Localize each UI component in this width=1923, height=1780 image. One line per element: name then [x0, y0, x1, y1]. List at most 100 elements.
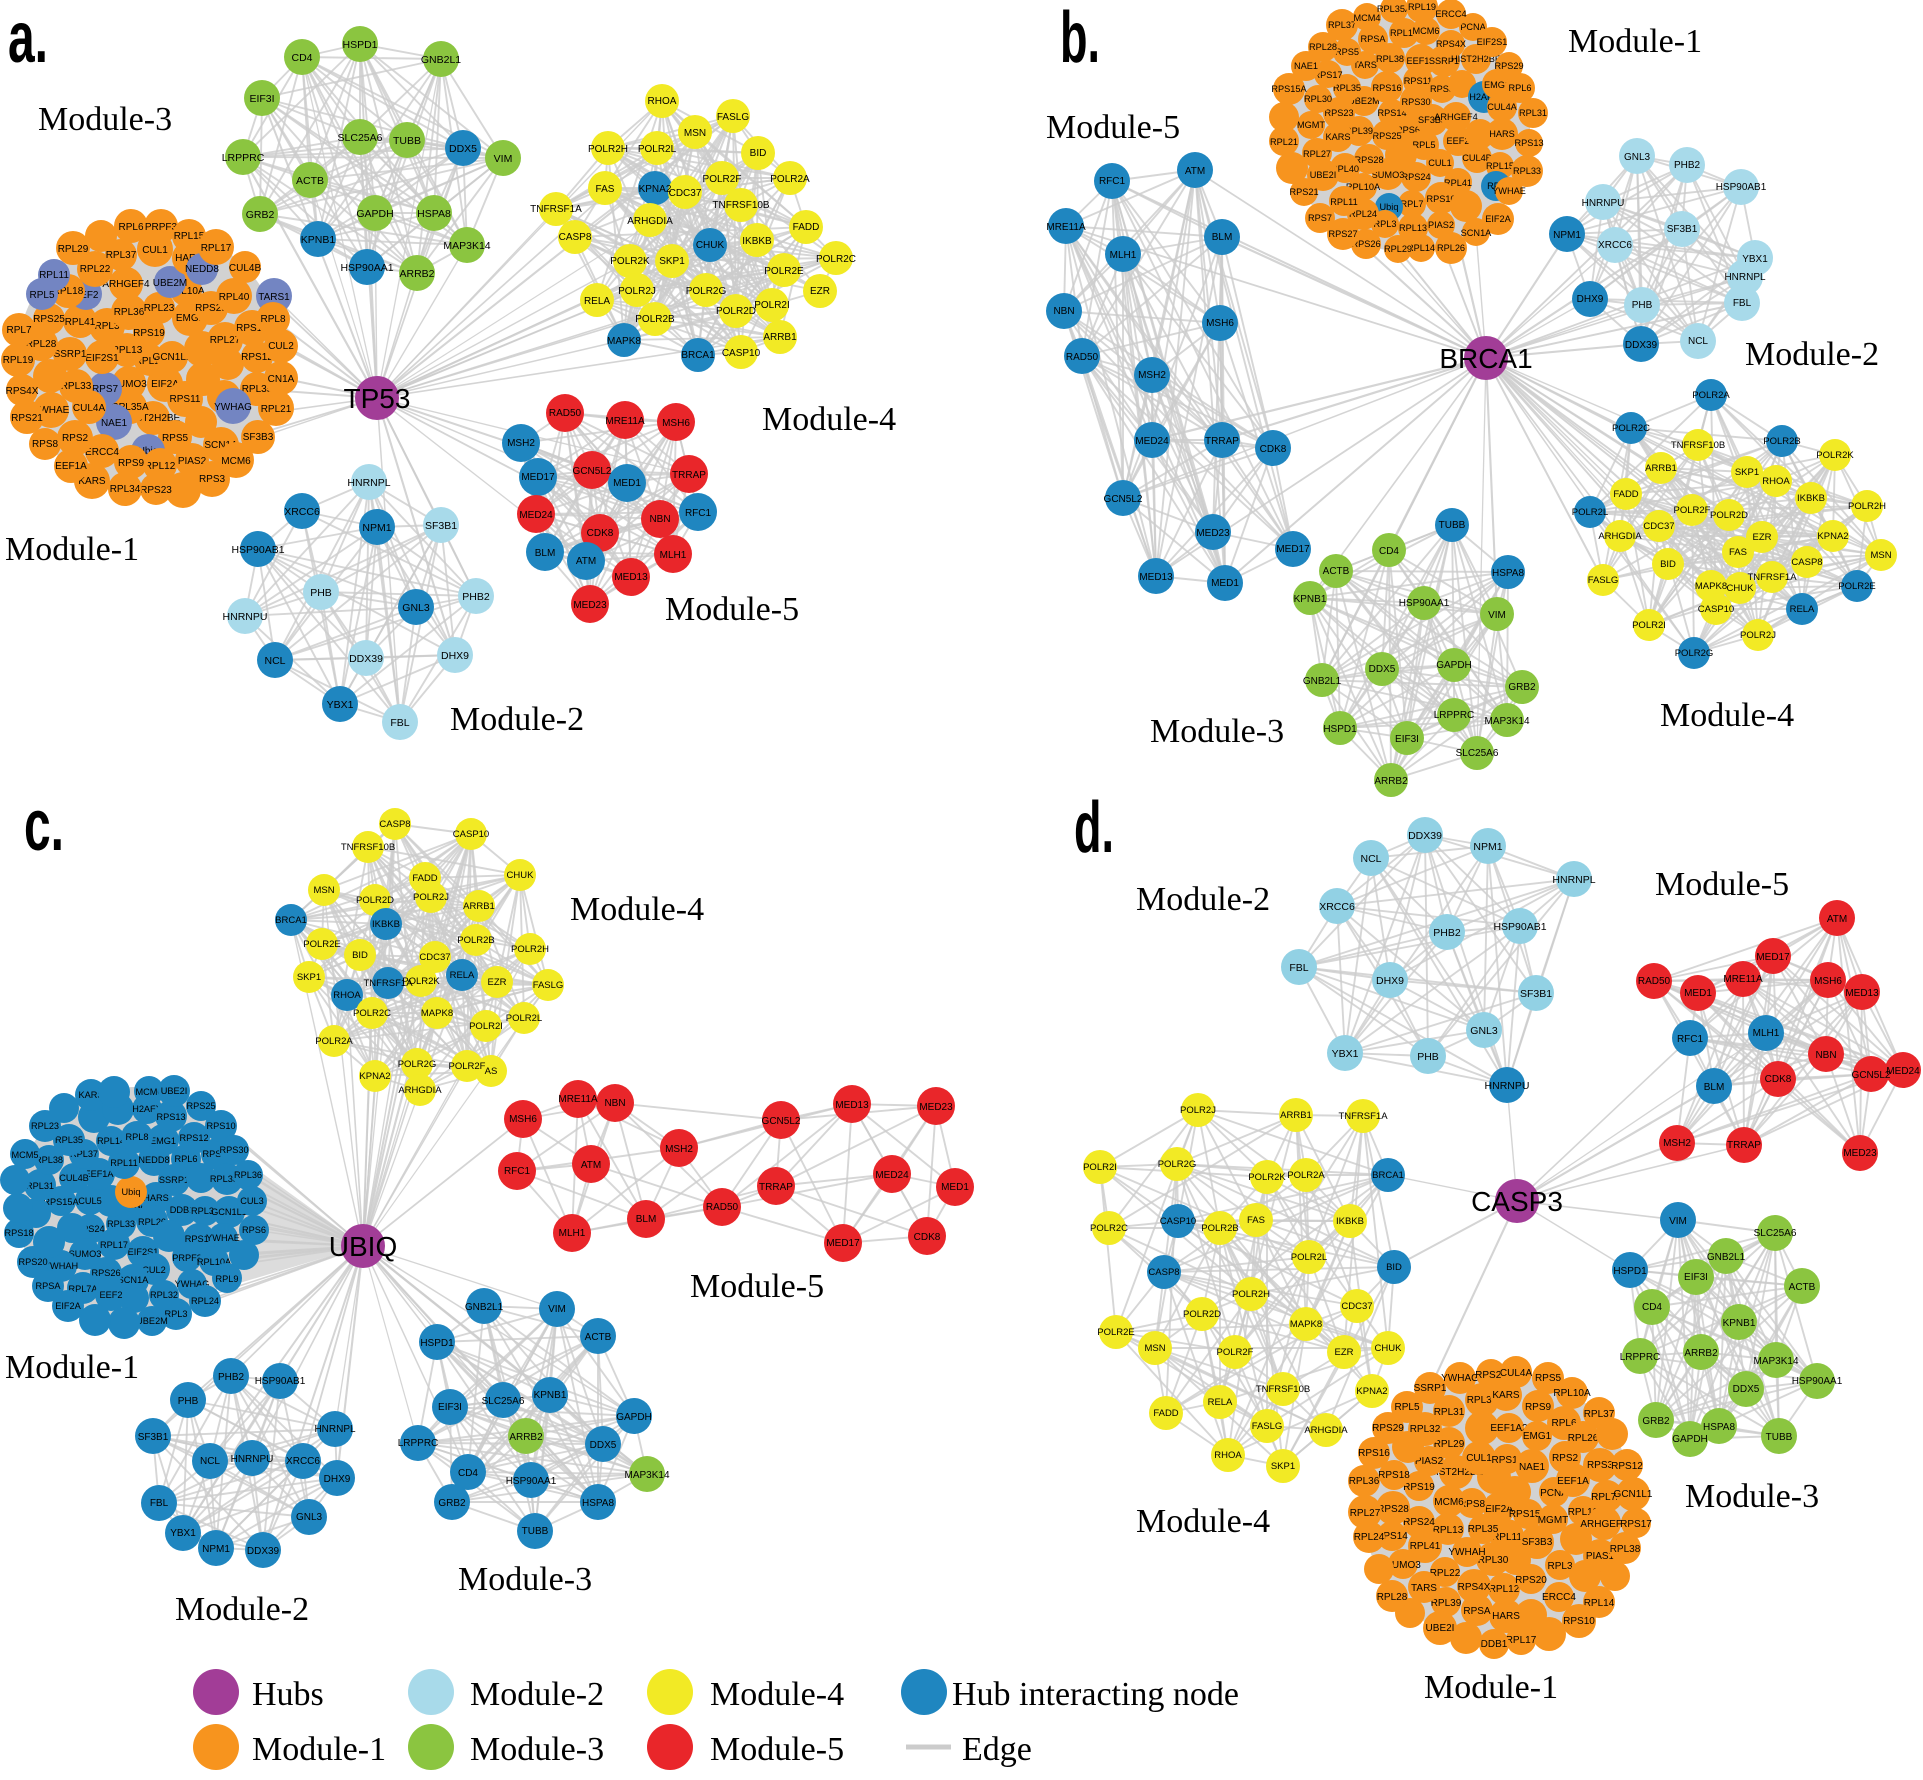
svg-text:RPL11: RPL11 [1492, 1532, 1522, 1543]
svg-text:RPS30: RPS30 [219, 1145, 248, 1155]
svg-text:CUL4A: CUL4A [1487, 102, 1517, 112]
svg-text:EIF3I: EIF3I [1395, 734, 1419, 745]
svg-text:KPNB1: KPNB1 [1294, 594, 1327, 605]
svg-text:RPL32: RPL32 [150, 1290, 178, 1300]
svg-text:YBX1: YBX1 [327, 699, 354, 711]
svg-text:PHB: PHB [178, 1396, 199, 1407]
svg-text:RPS17: RPS17 [1313, 70, 1342, 80]
svg-text:RPL15: RPL15 [174, 231, 205, 242]
svg-text:ERCC4: ERCC4 [85, 447, 119, 458]
svg-text:HSPA8: HSPA8 [1492, 568, 1524, 579]
svg-text:YWHAH: YWHAH [44, 1261, 78, 1271]
svg-text:RFC1: RFC1 [504, 1166, 531, 1177]
svg-text:RPL37: RPL37 [106, 250, 137, 261]
svg-text:RPL39: RPL39 [1345, 126, 1373, 136]
svg-text:Module-2: Module-2 [1745, 336, 1879, 373]
svg-text:VIM: VIM [494, 153, 513, 165]
svg-text:PHB2: PHB2 [218, 1372, 245, 1383]
svg-text:RPS12: RPS12 [1611, 1461, 1643, 1472]
svg-text:EIF2A: EIF2A [151, 379, 179, 390]
svg-text:XRCC6: XRCC6 [286, 1456, 320, 1467]
svg-text:MSH6: MSH6 [662, 418, 690, 429]
svg-text:YWHAH: YWHAH [1448, 1547, 1485, 1558]
svg-text:RPL21: RPL21 [261, 404, 292, 415]
svg-text:RPL33: RPL33 [61, 381, 92, 392]
svg-text:BLM: BLM [535, 548, 556, 559]
svg-text:SCN1A: SCN1A [204, 440, 238, 451]
svg-text:RPS9: RPS9 [1525, 1402, 1552, 1413]
svg-text:RPL34: RPL34 [110, 484, 141, 495]
svg-text:RPS23: RPS23 [1324, 108, 1353, 118]
svg-text:RPL35A: RPL35A [111, 402, 149, 413]
svg-text:SUMO3: SUMO3 [1372, 170, 1405, 180]
svg-text:NEDD8: NEDD8 [138, 1155, 169, 1165]
svg-text:KARS: KARS [1325, 132, 1350, 142]
svg-text:KPNA2: KPNA2 [1356, 1386, 1387, 1397]
svg-text:H2AFX: H2AFX [132, 1104, 162, 1114]
svg-text:RPS14: RPS14 [1376, 1531, 1408, 1542]
svg-text:PRPF3: PRPF3 [172, 1253, 202, 1263]
svg-text:CUL1: CUL1 [142, 245, 168, 256]
svg-text:HNRNPU: HNRNPU [231, 1454, 274, 1465]
svg-text:CDC37: CDC37 [669, 188, 702, 199]
svg-text:RPL39: RPL39 [191, 1206, 219, 1216]
svg-text:RPS17: RPS17 [1620, 1519, 1652, 1530]
svg-text:POLR2H: POLR2H [511, 944, 549, 955]
svg-text:RPS30: RPS30 [1401, 97, 1430, 107]
svg-text:LRPPRC: LRPPRC [222, 152, 265, 164]
svg-text:RPS25: RPS25 [186, 1101, 215, 1111]
svg-text:CUL5: CUL5 [78, 1196, 102, 1206]
svg-text:BID: BID [352, 950, 368, 961]
svg-text:RPL6: RPL6 [1551, 1418, 1576, 1429]
svg-text:RPS10: RPS10 [1426, 194, 1455, 204]
svg-text:POLR2B: POLR2B [635, 314, 675, 325]
svg-text:POLR2A: POLR2A [315, 1036, 353, 1047]
svg-text:RPS21: RPS21 [1289, 187, 1318, 197]
svg-text:RPL24: RPL24 [1354, 1532, 1385, 1543]
svg-text:MED17: MED17 [1756, 952, 1790, 963]
svg-text:RPS2: RPS2 [1552, 1453, 1579, 1464]
svg-text:GCN5L2: GCN5L2 [1852, 1070, 1891, 1081]
svg-text:RPS24: RPS24 [1401, 172, 1430, 182]
svg-text:RPS5: RPS5 [162, 433, 189, 444]
svg-text:RPL3: RPL3 [1374, 219, 1397, 229]
svg-text:CDK8: CDK8 [587, 528, 614, 539]
svg-text:RPS25: RPS25 [1372, 131, 1401, 141]
svg-text:EZR: EZR [1753, 532, 1772, 543]
svg-text:RPS18: RPS18 [1378, 1470, 1410, 1481]
svg-text:RPS3: RPS3 [1430, 84, 1454, 94]
svg-text:KARS: KARS [78, 1090, 103, 1100]
svg-text:EIF3I: EIF3I [438, 1402, 462, 1413]
svg-text:ARHGEF4: ARHGEF4 [1580, 1519, 1628, 1530]
svg-text:RPS13: RPS13 [156, 1112, 185, 1122]
svg-text:POLR2L: POLR2L [1291, 1252, 1327, 1263]
svg-text:EIF3I: EIF3I [249, 93, 274, 105]
svg-text:GNL3: GNL3 [402, 602, 430, 614]
svg-text:POLR2A: POLR2A [1287, 1170, 1325, 1181]
svg-text:HSP90AA1: HSP90AA1 [340, 262, 393, 274]
svg-text:POLR2G: POLR2G [398, 1059, 437, 1070]
svg-text:FBL: FBL [150, 1498, 169, 1509]
svg-text:RPL28: RPL28 [1377, 1592, 1408, 1603]
svg-text:RPL26: RPL26 [1437, 243, 1465, 253]
svg-text:RPL14: RPL14 [135, 356, 166, 367]
svg-text:RPS25: RPS25 [33, 314, 65, 325]
svg-text:RPL34: RPL34 [1467, 1395, 1498, 1406]
svg-text:RPL9: RPL9 [216, 1274, 239, 1284]
svg-text:RPL13: RPL13 [1433, 1525, 1464, 1536]
svg-text:CUL4A: CUL4A [73, 403, 106, 414]
svg-text:NCL: NCL [200, 1456, 220, 1467]
svg-text:SLC25A6: SLC25A6 [1754, 1228, 1797, 1239]
svg-text:CDK8: CDK8 [1260, 444, 1287, 455]
svg-text:HSP90AA1: HSP90AA1 [1792, 1376, 1843, 1387]
svg-text:HIST2H2BE: HIST2H2BE [1429, 1467, 1484, 1478]
svg-text:HARS: HARS [1492, 1611, 1520, 1622]
svg-text:MED23: MED23 [1196, 528, 1230, 539]
svg-text:TNFRSF10B: TNFRSF10B [1671, 440, 1725, 451]
svg-text:IKBKB: IKBKB [372, 919, 400, 930]
svg-text:HNRNPL: HNRNPL [314, 1424, 356, 1435]
svg-text:EEF1A: EEF1A [1557, 1476, 1589, 1487]
svg-text:RPSA: RPSA [35, 1281, 61, 1291]
svg-text:FASLG: FASLG [717, 112, 749, 123]
svg-text:CD4: CD4 [458, 1468, 478, 1479]
